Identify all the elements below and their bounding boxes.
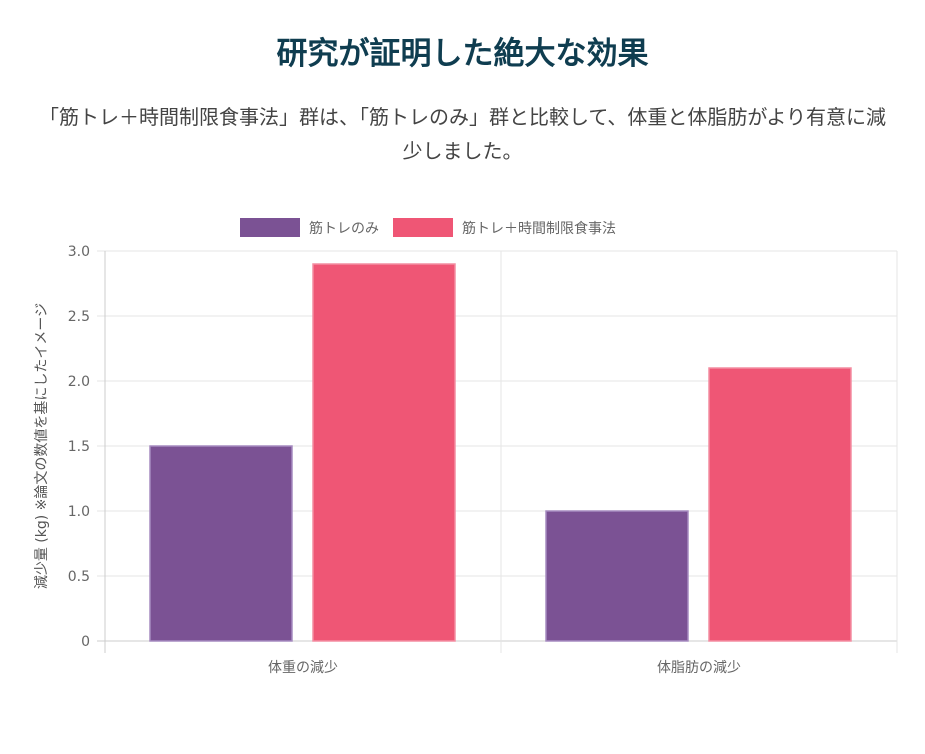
bar-2 [312, 263, 456, 642]
y-tick-label: 2.0 [68, 374, 90, 390]
legend-label: 筋トレ＋時間制限食事法 [462, 220, 616, 237]
page-title: 研究が証明した絶大な効果 [276, 36, 649, 72]
y-tick-label: 3.0 [68, 244, 90, 260]
y-tick-label: 0 [81, 634, 90, 650]
legend-label: 筋トレのみ [309, 220, 379, 237]
x-tick-label: 体脂肪の減少 [657, 659, 741, 676]
legend-swatch [240, 218, 300, 237]
bar-2 [708, 367, 852, 642]
y-tick-label: 1.5 [68, 439, 90, 455]
subtitle: 「筋トレ＋時間制限食事法」群は、「筋トレのみ」群と比較して、体重と体脂肪がより有… [39, 105, 886, 163]
y-tick-label: 2.5 [68, 309, 90, 325]
y-axis-label: 減少量 (kg) ※論文の数値を基にしたイメージ [33, 303, 50, 589]
legend-swatch [393, 218, 453, 237]
y-tick-label: 1.0 [68, 504, 90, 520]
x-tick-label: 体重の減少 [268, 659, 338, 676]
bar-1 [149, 445, 293, 642]
bar-1 [545, 510, 689, 642]
y-tick-label: 0.5 [68, 569, 90, 585]
